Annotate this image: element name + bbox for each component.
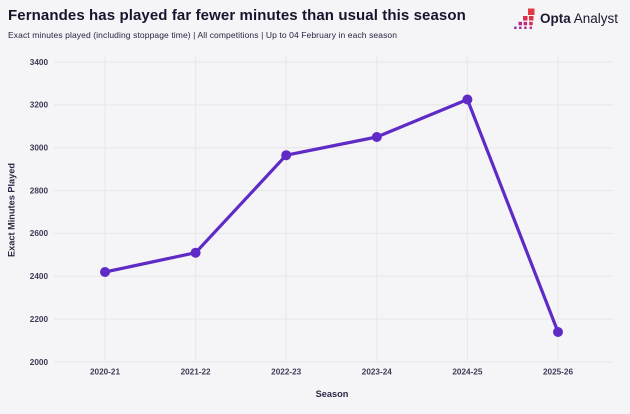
data-point [100, 267, 110, 277]
y-axis-tick-label: 2600 [30, 229, 49, 238]
y-axis-tick-label: 3200 [30, 101, 49, 110]
opta-analyst-logo: Opta Analyst [514, 4, 618, 32]
x-axis-tick-label: 2023-24 [362, 368, 392, 377]
y-axis-tick-label: 2800 [30, 186, 49, 195]
data-point [281, 150, 292, 161]
y-axis-title: Exact Minutes Played [7, 163, 17, 257]
y-axis-tick-label: 2200 [30, 315, 49, 324]
data-point [190, 247, 201, 258]
data-point [462, 94, 473, 105]
x-axis-tick-label: 2020-21 [90, 368, 120, 377]
opta-logo-word-opta: Opta [539, 10, 571, 26]
x-axis-title: Season [316, 389, 349, 399]
y-axis-tick-label: 3400 [30, 58, 49, 67]
x-axis-tick-label: 2021-22 [181, 368, 211, 377]
opta-logo-word-analyst: Analyst [573, 10, 618, 26]
opta-logo-wordmark: Opta Analyst [540, 11, 618, 26]
y-axis-tick-label: 2000 [30, 358, 49, 367]
x-axis-tick-label: 2024-25 [452, 368, 482, 377]
x-axis-tick-label: 2025-26 [543, 368, 573, 377]
y-axis-tick-label: 3000 [30, 144, 49, 153]
chart-subtitle: Exact minutes played (including stoppage… [8, 29, 398, 40]
chart-header: Fernandes has played far fewer minutes t… [8, 7, 622, 40]
x-axis-tick-label: 2022-23 [271, 368, 301, 377]
opta-logo-icon [514, 7, 536, 29]
chart-title: Fernandes has played far fewer minutes t… [8, 7, 466, 24]
data-point [371, 132, 382, 142]
series-line [103, 97, 560, 334]
data-point [553, 327, 563, 337]
y-axis-tick-label: 2400 [30, 272, 49, 281]
